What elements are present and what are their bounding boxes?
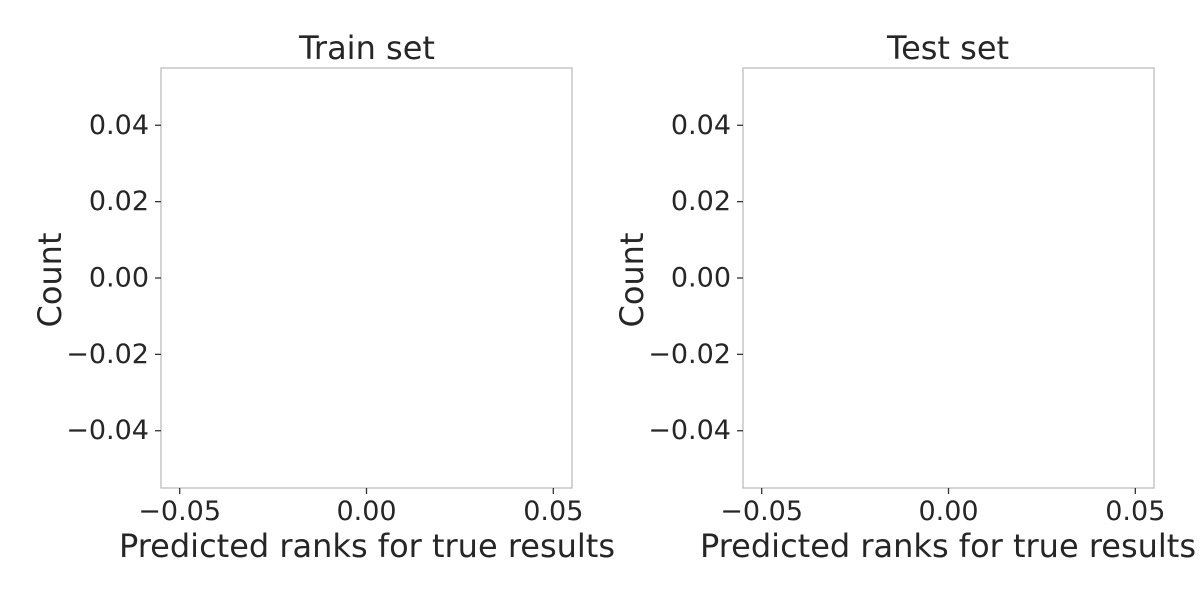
test-set-y-tick-label: 0.02 xyxy=(671,186,731,217)
test-set-y-tick-label: −0.02 xyxy=(648,339,731,370)
test-set-y-axis-label: Count xyxy=(613,232,651,327)
train-set-panel: Train set 0.04 0.02 0.00 −0.02 −0.04 −0.05 0.… xyxy=(31,29,615,565)
test-set-title: Test set xyxy=(886,29,1009,67)
train-set-y-tick-label: −0.04 xyxy=(66,415,149,446)
train-set-x-tick-label: −0.05 xyxy=(138,496,221,527)
train-set-y-axis-label: Count xyxy=(31,232,69,327)
test-set-plot-area xyxy=(742,67,1155,489)
test-set-y-tick-label: 0.00 xyxy=(671,263,731,294)
test-set-x-ticks: −0.05 0.00 0.05 xyxy=(720,488,1165,527)
train-set-y-ticks: 0.04 0.02 0.00 −0.02 −0.04 xyxy=(66,110,161,446)
train-set-x-ticks: −0.05 0.00 0.05 xyxy=(138,488,583,527)
test-set-x-tick-label: 0.05 xyxy=(1105,496,1165,527)
train-set-y-tick-label: 0.00 xyxy=(89,263,149,294)
test-set-y-tick-label: 0.04 xyxy=(671,110,731,141)
test-set-x-axis-label: Predicted ranks for true results xyxy=(700,527,1196,565)
train-set-x-tick-label: 0.05 xyxy=(523,496,583,527)
test-set-x-tick-label: 0.00 xyxy=(918,496,978,527)
train-set-y-tick-label: 0.02 xyxy=(89,186,149,217)
train-set-x-axis-label: Predicted ranks for true results xyxy=(119,527,615,565)
test-set-y-tick-label: −0.04 xyxy=(648,415,731,446)
train-set-x-tick-label: 0.00 xyxy=(336,496,396,527)
test-set-x-tick-label: −0.05 xyxy=(720,496,803,527)
train-set-title: Train set xyxy=(298,29,435,67)
test-set-y-ticks: 0.04 0.02 0.00 −0.02 −0.04 xyxy=(648,110,743,446)
train-set-y-tick-label: 0.04 xyxy=(89,110,149,141)
test-set-panel: Test set 0.04 0.02 0.00 −0.02 −0.04 −0.05 0.0… xyxy=(613,29,1196,565)
train-set-plot-area xyxy=(160,67,573,489)
train-set-y-tick-label: −0.02 xyxy=(66,339,149,370)
